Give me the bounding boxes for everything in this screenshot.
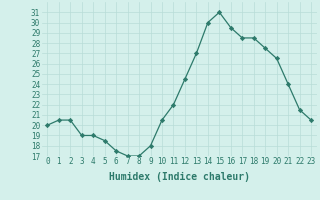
X-axis label: Humidex (Indice chaleur): Humidex (Indice chaleur): [109, 172, 250, 182]
